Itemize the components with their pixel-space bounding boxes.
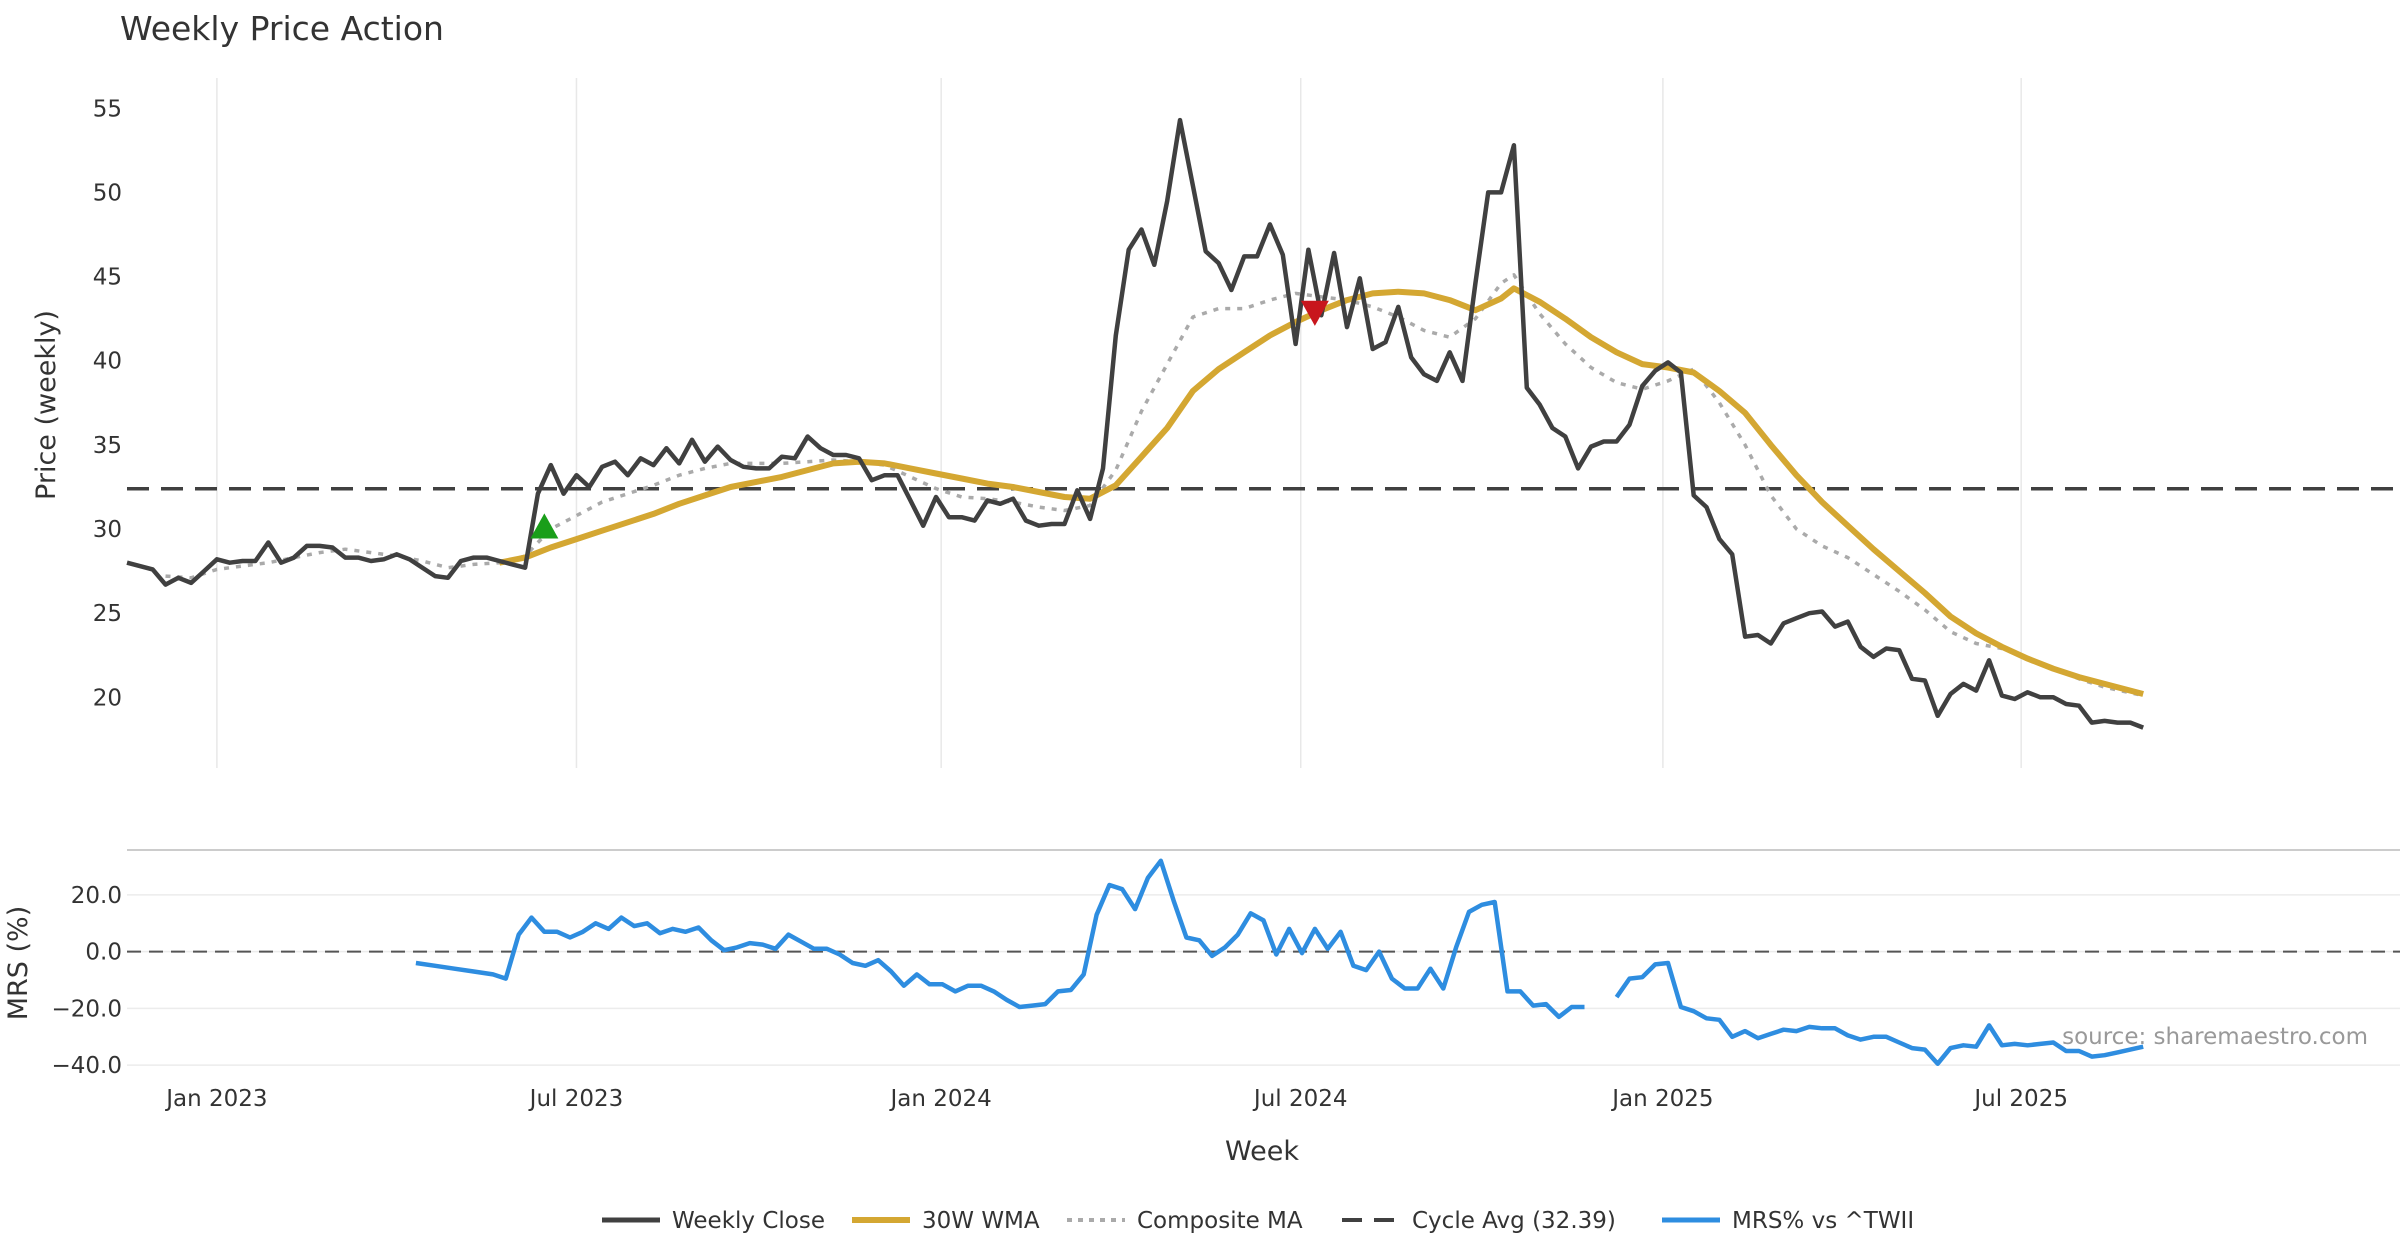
xtick-label: Jul 2024 [1252, 1086, 1348, 1112]
mrs-line-segment-2 [1614, 960, 2144, 1066]
buy-signal-marker [530, 513, 559, 539]
legend-item: Cycle Avg (32.39) [1342, 1208, 1616, 1234]
mrs-ytick-label: −20.0 [52, 996, 122, 1022]
price-axis-label: Price (weekly) [31, 310, 62, 500]
xtick-label: Jan 2025 [1610, 1086, 1713, 1112]
legend-label: Weekly Close [672, 1208, 825, 1234]
x-axis-label: Week [1225, 1136, 1299, 1167]
price-ytick-label: 25 [93, 601, 122, 627]
price-gridlines [216, 78, 2022, 768]
weekly-close-line [126, 117, 2145, 730]
legend-item: Weekly Close [602, 1208, 825, 1234]
sell-signal-marker [1300, 300, 1329, 326]
price-ytick-label: 45 [93, 265, 122, 291]
mrs-ytick-label: −40.0 [52, 1053, 122, 1079]
watermark-text: source: sharemaestro.com [2062, 1024, 2368, 1050]
mrs-line-segment-1 [415, 858, 1585, 1020]
wma-30w-line [498, 285, 2144, 697]
legend-label: Composite MA [1137, 1208, 1303, 1234]
price-ytick-label: 55 [93, 96, 122, 122]
legend-item: Composite MA [1067, 1208, 1303, 1234]
xtick-label: Jul 2025 [1972, 1086, 2068, 1112]
mrs-ytick-label: 20.0 [71, 883, 122, 909]
chart-title: Weekly Price Action [120, 9, 444, 48]
price-ytick-label: 35 [93, 433, 122, 459]
xtick-label: Jul 2023 [528, 1086, 624, 1112]
x-ticks: Jan 2023 Jul 2023 Jan 2024 Jul 2024 Jan 2025… [164, 1086, 2068, 1112]
price-y-ticks: 20 25 30 35 40 45 50 55 [93, 96, 122, 711]
price-ytick-label: 40 [93, 349, 122, 375]
xtick-label: Jan 2024 [889, 1086, 992, 1112]
price-ytick-label: 20 [93, 685, 122, 711]
mrs-y-ticks: 20.0 0.0 −20.0 −40.0 [52, 883, 122, 1079]
mrs-axis-label: MRS (%) [3, 906, 34, 1021]
legend: Weekly Close 30W WMA Composite MA Cycle Avg… [602, 1208, 1914, 1234]
legend-item: MRS% vs ^TWII [1662, 1208, 1914, 1234]
legend-item: 30W WMA [852, 1208, 1040, 1234]
composite-ma-line [165, 273, 2144, 698]
legend-label: 30W WMA [922, 1208, 1040, 1234]
legend-label: Cycle Avg (32.39) [1412, 1208, 1616, 1234]
legend-label: MRS% vs ^TWII [1732, 1208, 1914, 1234]
mrs-ytick-label: 0.0 [85, 940, 122, 966]
price-ytick-label: 30 [93, 517, 122, 543]
price-ytick-label: 50 [93, 180, 122, 206]
xtick-label: Jan 2023 [164, 1086, 267, 1112]
